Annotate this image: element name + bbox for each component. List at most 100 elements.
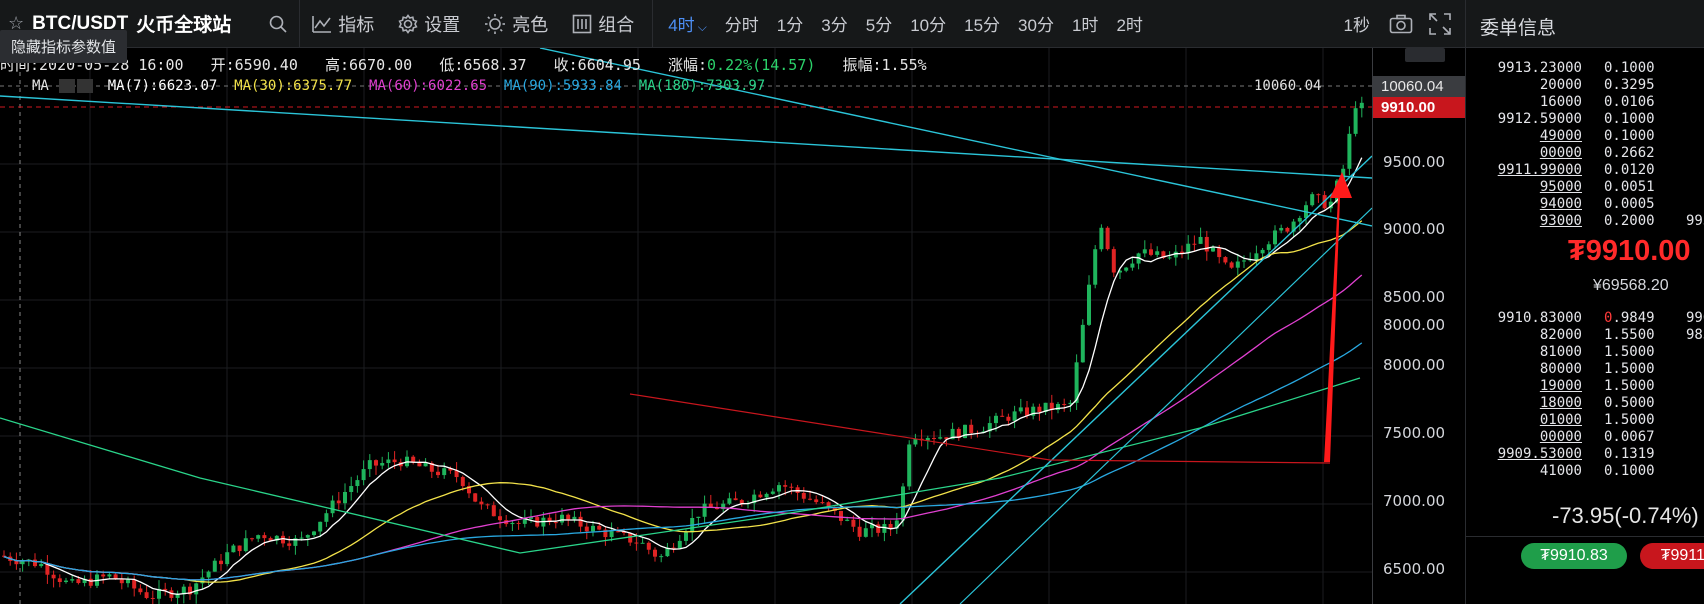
buy-price-button[interactable]: ₮9910.83 xyxy=(1521,543,1627,569)
candle-body xyxy=(1025,407,1029,416)
screenshot-button[interactable] xyxy=(1379,14,1423,34)
candle-body xyxy=(634,542,639,544)
candle-body xyxy=(2,555,6,557)
ask-row[interactable]: 95000 0.0051 xyxy=(1466,179,1704,196)
settings-button[interactable]: 设置 xyxy=(386,11,472,37)
candle-body xyxy=(1118,270,1122,273)
candle-body xyxy=(1291,221,1296,232)
ma60-value: MA(60):6022.65 xyxy=(369,78,488,94)
price-axis[interactable]: 8000.00 9500.00 9000.00 8500.00 8000.00 … xyxy=(1372,48,1465,604)
ask-row[interactable]: 20000 0.3295 xyxy=(1466,77,1704,94)
bid-row[interactable]: 82000 1.5500 9850 xyxy=(1466,327,1704,344)
scroll-top-button[interactable] xyxy=(1405,48,1445,62)
interval-2h[interactable]: 2时 xyxy=(1116,16,1143,35)
ma7-value: MA(7):6623.07 xyxy=(107,78,218,94)
red-arrow-icon xyxy=(1324,172,1352,462)
candle-body xyxy=(243,538,248,552)
candle-body xyxy=(628,532,633,543)
indicators-label: 指标 xyxy=(338,14,375,35)
candle-body xyxy=(646,542,651,550)
candle-body xyxy=(45,563,50,575)
indicators-button[interactable]: 指标 xyxy=(300,11,386,37)
candle-body xyxy=(857,526,862,537)
ask-row[interactable]: 93000 0.2000 9950 xyxy=(1466,213,1704,230)
candle-body xyxy=(219,560,223,565)
candle-body xyxy=(578,516,583,527)
bid-total: 9900 xyxy=(1686,310,1704,326)
candle-body xyxy=(417,462,422,467)
symbol-selector[interactable]: ☆ BTC/USDT 火币全球站 xyxy=(0,0,239,47)
candle-body xyxy=(1211,247,1215,252)
price-axis-label: 8000.00 xyxy=(1383,356,1446,374)
candle-body xyxy=(206,571,211,578)
bid-row[interactable]: 01000 1.5000 xyxy=(1466,412,1704,429)
trendline xyxy=(539,48,1372,227)
ask-total: 9950 xyxy=(1686,213,1704,229)
candle-body xyxy=(374,460,378,466)
interval-1h[interactable]: 1时 xyxy=(1071,16,1099,35)
interval-4h-dropdown[interactable]: 4时 ⌵ xyxy=(659,11,716,36)
interval-30m[interactable]: 30分 xyxy=(1018,16,1054,35)
refresh-rate[interactable]: 1秒 xyxy=(1343,16,1370,35)
candle-body xyxy=(1204,236,1209,252)
bid-price: 82000 xyxy=(1539,327,1582,343)
theme-toggle-button[interactable]: 亮色 xyxy=(472,11,560,37)
active-interval-label: 4时 xyxy=(668,16,695,35)
candle-body xyxy=(1328,201,1333,209)
candle-body xyxy=(764,493,769,498)
ask-amount: 0.3295 xyxy=(1604,77,1655,93)
interval-1m[interactable]: 1分 xyxy=(776,16,804,35)
candle-body xyxy=(349,486,354,493)
candle-body xyxy=(932,437,936,439)
candle-body xyxy=(863,528,868,537)
ma-close-icon[interactable] xyxy=(77,79,94,93)
candlestick-chart[interactable] xyxy=(0,48,1372,604)
bid-row[interactable]: 41000 0.1000 xyxy=(1466,463,1704,480)
interval-3m[interactable]: 3分 xyxy=(821,16,848,35)
candle-body xyxy=(138,588,143,593)
ma30-line xyxy=(3,220,1363,583)
high-marker-label: 10060.04 xyxy=(1254,78,1322,94)
interval-15m[interactable]: 15分 xyxy=(964,16,1001,35)
bid-price: 01000 xyxy=(1539,412,1582,428)
combo-button[interactable]: 组合 xyxy=(560,11,646,37)
ask-row[interactable]: 9913.23000 0.1000 xyxy=(1466,60,1704,77)
candle-body xyxy=(250,538,254,540)
candle-body xyxy=(1260,249,1265,254)
bid-row[interactable]: 00000 0.0067 xyxy=(1466,429,1704,446)
candle-body xyxy=(20,561,25,565)
bid-price: 00000 xyxy=(1539,429,1582,445)
candle-body xyxy=(1285,227,1290,232)
candle-body xyxy=(603,529,608,538)
candle-body xyxy=(987,423,992,432)
star-icon[interactable]: ☆ xyxy=(8,13,25,33)
bid-row[interactable]: 19000 1.5000 xyxy=(1466,378,1704,395)
candle-body xyxy=(801,493,806,499)
bid-amount: 0.9849 xyxy=(1604,310,1655,326)
bid-row[interactable]: 80000 1.5000 xyxy=(1466,361,1704,378)
candle-body xyxy=(1341,168,1346,181)
search-icon xyxy=(269,15,287,33)
fullscreen-button[interactable] xyxy=(1423,12,1465,35)
search-button[interactable] xyxy=(239,15,299,33)
sell-price-button[interactable]: ₮9911. xyxy=(1640,543,1704,569)
ask-row[interactable]: 00000 0.2662 xyxy=(1466,145,1704,162)
indicator-icon xyxy=(312,15,332,33)
order-book-divider xyxy=(1466,536,1704,537)
interval-5m[interactable]: 5分 xyxy=(865,16,893,35)
bid-row[interactable]: 81000 1.5000 xyxy=(1466,344,1704,361)
ask-row[interactable]: 9911.99000 0.0120 xyxy=(1466,162,1704,179)
ask-row[interactable]: 16000 0.0106 xyxy=(1466,94,1704,111)
interval-timeline[interactable]: 分时 xyxy=(724,16,759,35)
ask-row[interactable]: 9912.59000 0.1000 xyxy=(1466,111,1704,128)
bid-row[interactable]: 18000 0.5000 xyxy=(1466,395,1704,412)
candle-body xyxy=(839,510,843,521)
ma-visibility-toggle-icon[interactable] xyxy=(59,79,76,93)
bid-row[interactable]: 9909.53000 0.1319 xyxy=(1466,446,1704,463)
ask-row[interactable]: 49000 0.1000 xyxy=(1466,128,1704,145)
ask-row[interactable]: 94000 0.0005 xyxy=(1466,196,1704,213)
bid-amount: 1.5000 xyxy=(1604,378,1655,394)
hide-indicator-values-button[interactable]: 隐藏指标参数值 xyxy=(0,30,128,63)
bid-row[interactable]: 9910.83000 0.9849 9900 xyxy=(1466,310,1704,327)
interval-10m[interactable]: 10分 xyxy=(910,16,947,35)
